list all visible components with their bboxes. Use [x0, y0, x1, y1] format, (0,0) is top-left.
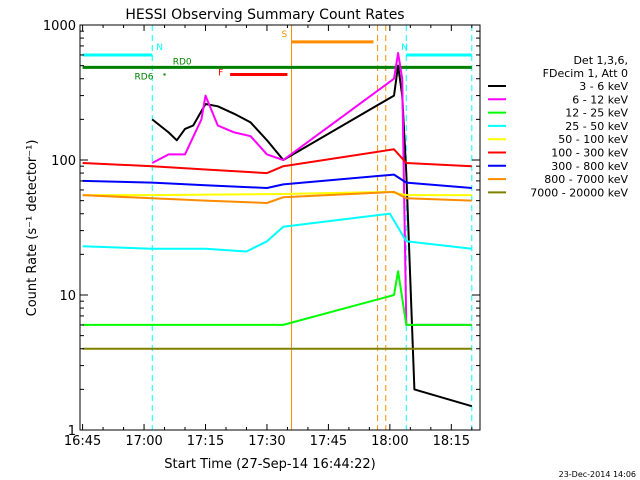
tick-labels: 16:45 17:00 17:15 17:30 17:45 18:00 18:15 1 10 10…: [43, 19, 470, 449]
annotation-dot: [163, 73, 166, 76]
series-lines: [82, 52, 473, 408]
series-line: [82, 148, 472, 175]
legend-entry-label: 6 - 12 keV: [572, 93, 628, 106]
series-line: [82, 190, 472, 197]
x-axis-label: Start Time (27-Sep-14 16:44:22): [164, 457, 375, 472]
series-line: [82, 212, 472, 253]
chart-title: HESSI Observing Summary Count Rates: [125, 7, 404, 23]
vertical-markers: [151, 25, 473, 430]
series-line: [82, 270, 472, 326]
x-tick-label: 17:45: [310, 434, 347, 449]
generation-timestamp: 23-Dec-2014 14:06: [559, 470, 636, 479]
x-tick-label: 17:15: [187, 434, 224, 449]
y-axis-label: Count Rate (s⁻¹ detector⁻¹): [25, 140, 40, 317]
plot-frame: [79, 24, 481, 431]
detector-info-line: Det 1,3,6,: [573, 54, 628, 67]
series-line: [82, 190, 472, 204]
annotation-label: S: [282, 30, 288, 40]
legend-entry-label: 50 - 100 keV: [558, 133, 628, 146]
annotation-label: RD0: [173, 57, 192, 67]
detector-info-line: FDecim 1, Att 0: [543, 67, 628, 80]
x-tick-label: 17:00: [125, 434, 162, 449]
series-line: [82, 173, 472, 189]
y-tick-label: 100: [51, 154, 76, 169]
annotation-label: N: [156, 43, 163, 53]
legend-entry-label: 800 - 7000 keV: [544, 173, 628, 186]
annotation-label: RD6: [135, 72, 154, 82]
x-tick-label: 16:45: [64, 434, 101, 449]
x-tick-label: 17:30: [248, 434, 285, 449]
annotation-label: F: [218, 68, 223, 78]
legend-entry-label: 12 - 25 keV: [565, 107, 628, 120]
legend-entry-label: 100 - 300 keV: [551, 147, 628, 160]
x-tick-label: 18:15: [433, 434, 470, 449]
series-line: [151, 52, 472, 326]
legend-entry-label: 300 - 800 keV: [551, 160, 628, 173]
legend-entry-label: 25 - 50 keV: [565, 120, 628, 133]
x-tick-label: 18:00: [371, 434, 408, 449]
annotation-label: N: [401, 43, 408, 53]
legend-entry-label: 3 - 6 keV: [579, 80, 628, 93]
y-tick-label: 1: [68, 424, 76, 439]
y-tick-label: 10: [59, 289, 76, 304]
axes: [79, 24, 481, 431]
annotation-bars: N N S F RD0 RD6: [82, 30, 472, 82]
y-tick-label: 1000: [43, 19, 76, 34]
series-line: [151, 64, 473, 408]
legend-entry-label: 7000 - 20000 keV: [530, 186, 628, 199]
